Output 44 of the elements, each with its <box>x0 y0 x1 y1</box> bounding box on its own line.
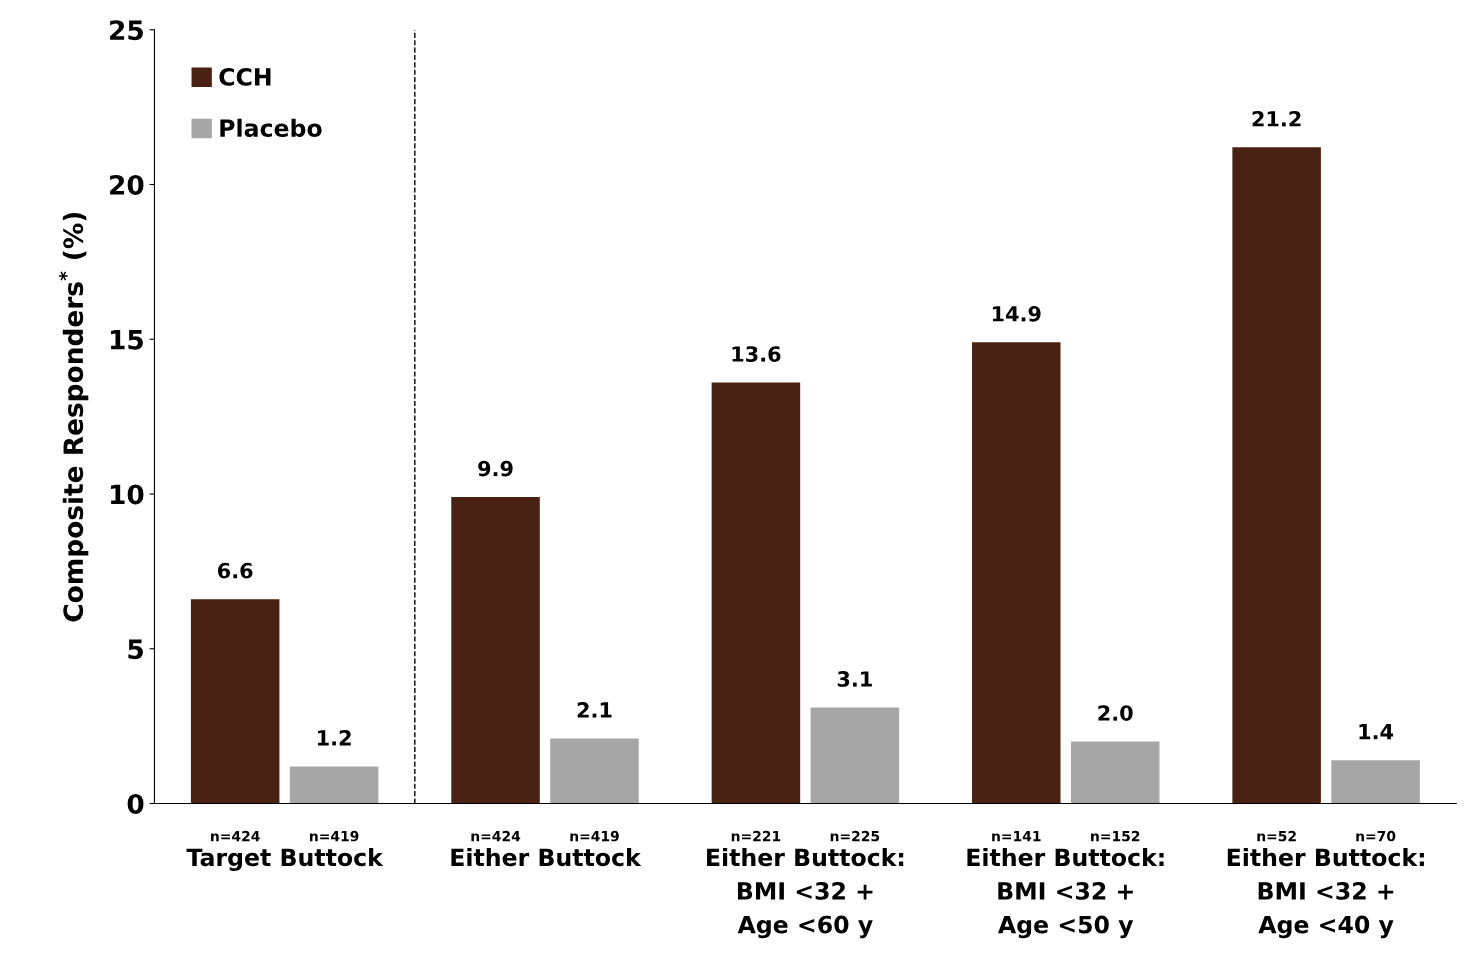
bar <box>550 738 639 804</box>
x-tick-label: Either Buttock <box>451 847 642 867</box>
text: n=225 <box>830 830 880 842</box>
data-label: 1.4 <box>1359 724 1394 740</box>
bar <box>289 766 379 804</box>
legend-label: CCH <box>219 67 271 86</box>
data-label: 2.1 <box>577 702 612 718</box>
text: n=141 <box>992 831 1041 842</box>
y-tick-label: 15 <box>110 330 143 350</box>
legend-label: Placebo <box>220 118 322 137</box>
y-tick-label: 25 <box>110 20 143 41</box>
data-label: 2.0 <box>1098 705 1133 721</box>
y-axis-title: Composite Responders$^{*}$ (%) <box>59 212 89 622</box>
data-label: 13.6 <box>732 346 781 362</box>
bar <box>972 342 1061 804</box>
bar <box>451 497 540 804</box>
data-label: 3.1 <box>837 671 872 687</box>
bar <box>1070 741 1160 804</box>
y-tick-label: 10 <box>110 484 144 505</box>
text: n=70 <box>1356 830 1396 842</box>
text: n=424 <box>211 830 260 842</box>
bar <box>1232 147 1321 804</box>
y-tick-label: 5 <box>128 639 143 660</box>
text: n=52 <box>1257 830 1296 842</box>
data-label: 1.2 <box>318 729 351 746</box>
text: n=419 <box>570 830 619 842</box>
y-tick-label: 20 <box>110 174 144 195</box>
x-tick-label: Target Buttock <box>186 847 384 871</box>
text: n=152 <box>1091 830 1140 842</box>
text: n=424 <box>471 830 521 842</box>
data-label: 14.9 <box>992 305 1041 322</box>
x-tick-label: Either Buttock: BMI <32 + Age <60 y <box>707 847 904 939</box>
text: n=221 <box>731 830 781 842</box>
data-label: 21.2 <box>1252 110 1301 127</box>
x-tick-label: Either Buttock: BMI <32 + Age <40 y <box>1227 847 1424 939</box>
data-label: 6.6 <box>218 562 253 579</box>
text: n=419 <box>310 830 359 842</box>
bar <box>1331 760 1420 804</box>
bar <box>711 382 801 804</box>
bar <box>190 599 280 804</box>
x-tick-label: Either Buttock: BMI <32 + Age <50 y <box>967 847 1164 939</box>
y-tick-label: 0 <box>127 793 144 814</box>
data-label: 9.9 <box>478 460 513 477</box>
bar <box>810 707 900 804</box>
